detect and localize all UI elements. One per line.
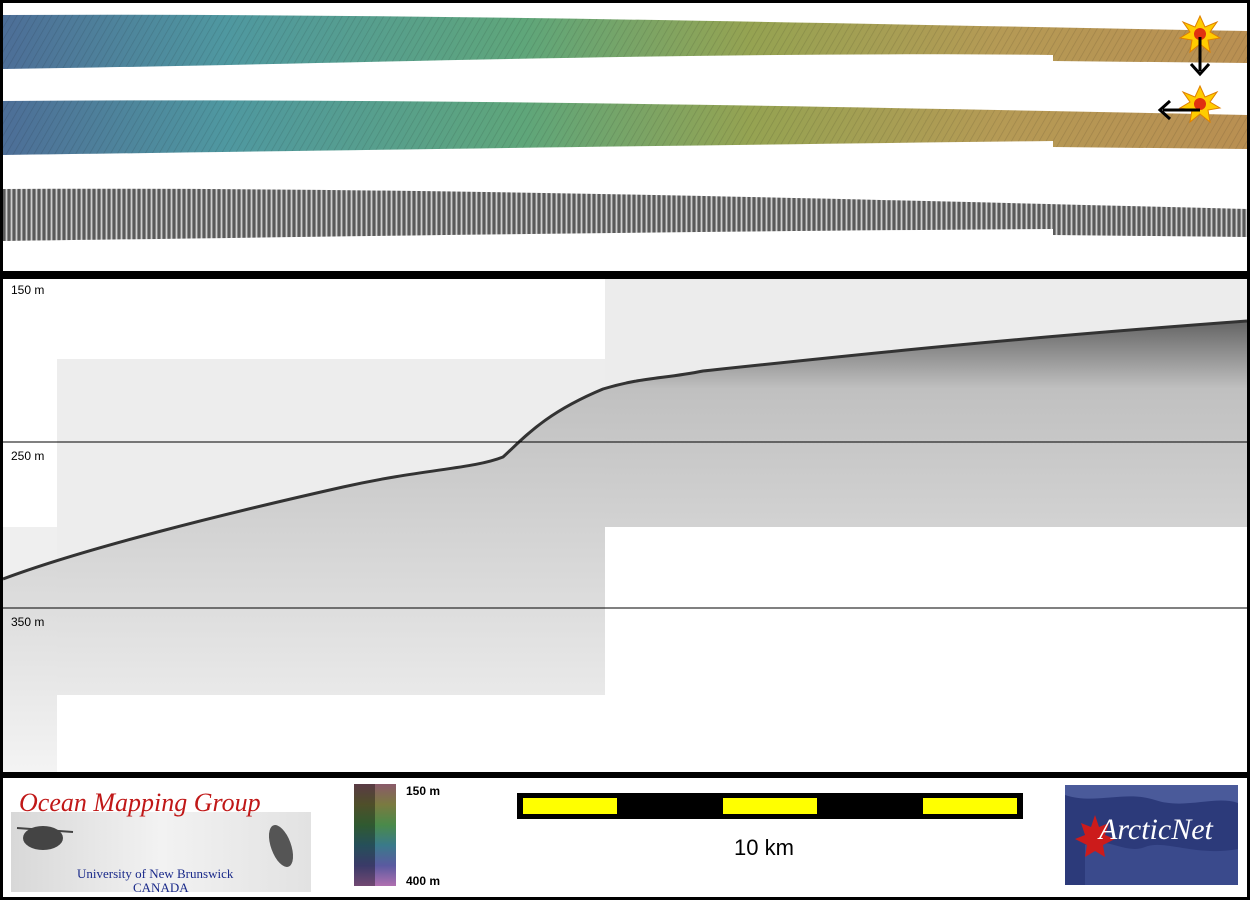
profile-image: [3, 279, 1247, 772]
footer-panel: Ocean Mapping Group University of New Br…: [3, 778, 1247, 897]
arcticnet-logo: ArcticNet: [1065, 785, 1238, 885]
sun-icon: [1178, 84, 1222, 124]
depth-label-350: 350 m: [11, 615, 45, 629]
bathymetry-strip-texture: [3, 14, 1247, 70]
swath-strips: [3, 14, 1247, 241]
seabed-profile: [3, 321, 1247, 772]
depth-label-150: 150 m: [11, 283, 45, 297]
scale-segment: [923, 798, 1017, 814]
backscatter-strip: [3, 188, 1247, 241]
seabed-line: [3, 319, 1247, 581]
omg-country: CANADA: [133, 880, 189, 895]
depth-colorbar: [354, 784, 396, 886]
bathymetry-strip-2-texture: [3, 100, 1247, 155]
depth-label-250: 250 m: [11, 449, 45, 463]
omg-university: University of New Brunswick: [77, 866, 234, 881]
omg-title: Ocean Mapping Group: [19, 788, 261, 817]
scale-bar-label: 10 km: [734, 835, 794, 860]
scale-segment: [723, 798, 817, 814]
scale-segment: [523, 798, 617, 814]
swath-panel: [3, 3, 1247, 271]
arrow-down-icon: [1189, 37, 1211, 77]
colorbar-bottom-label: 400 m: [406, 874, 441, 888]
arcticnet-wordmark: ArcticNet: [1099, 813, 1213, 846]
maple-leaf-icon: [1075, 815, 1115, 857]
profile-panel: 150 m 250 m 350 m: [3, 279, 1247, 772]
scale-bar: [517, 793, 1023, 819]
logo-background: [11, 812, 311, 892]
ocean-mapping-group-logo: Ocean Mapping Group University of New Br…: [11, 784, 311, 895]
colorbar-top-label: 150 m: [406, 784, 441, 798]
arcticnet-map-background: [1065, 785, 1238, 885]
arrow-left-icon: [1157, 99, 1200, 121]
